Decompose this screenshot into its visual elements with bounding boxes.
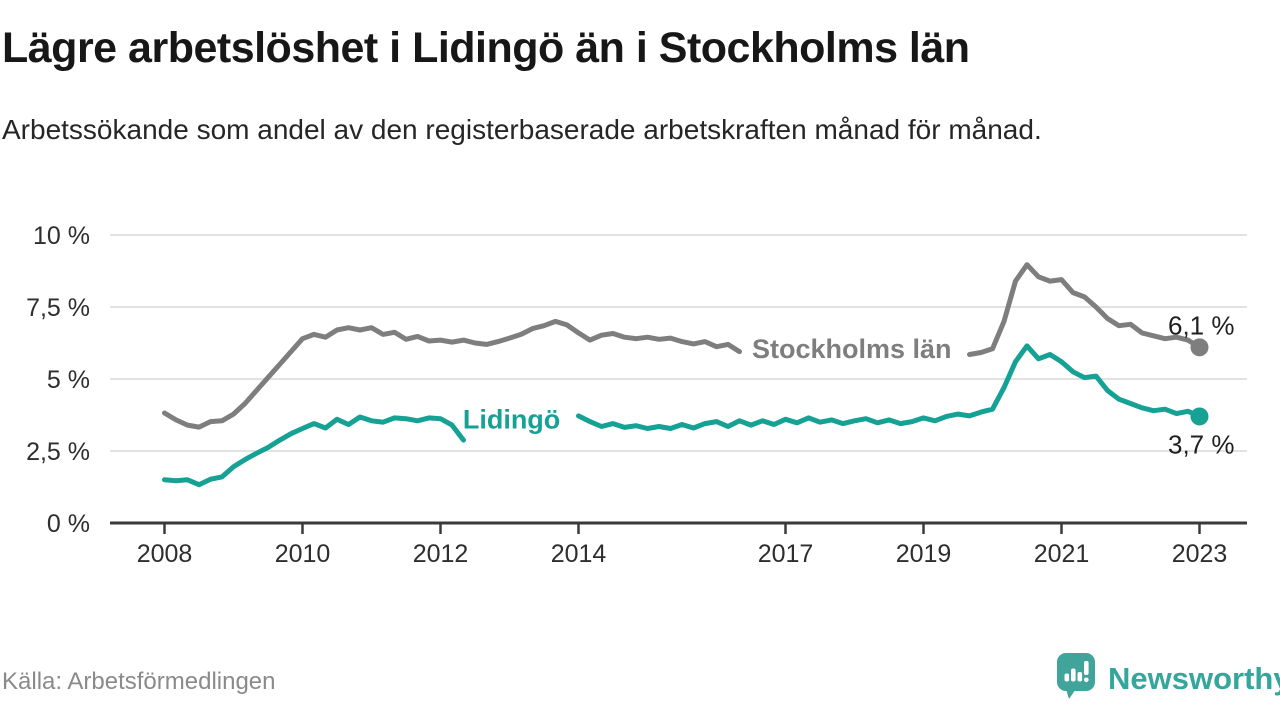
chart-subtitle: Arbetssökande som andel av den registerb… <box>2 114 1042 145</box>
page-title: Lägre arbetslöshet i Lidingö än i Stockh… <box>2 24 970 72</box>
x-axis-tick-label: 2012 <box>413 540 469 568</box>
series-line-lidingo <box>162 343 1202 488</box>
x-axis-tick-label: 2019 <box>896 540 952 568</box>
newsworthy-logo-icon <box>1057 653 1095 699</box>
x-axis-tick-label: 2021 <box>1034 540 1090 568</box>
series-end-dot-stockholms-lan <box>1190 338 1209 357</box>
y-axis-tick-label: 5 % <box>47 366 90 394</box>
series-line-stockholms-lan <box>162 262 1202 430</box>
x-axis-tick-label: 2017 <box>758 540 814 568</box>
series-label-lidingo: Lidingö <box>463 405 560 435</box>
series-label-stockholms-lan: Stockholms län <box>752 334 952 364</box>
newsworthy-logo: Newsworthy <box>1056 652 1280 700</box>
x-axis-tick-label: 2014 <box>551 540 607 568</box>
y-axis-tick-label: 7,5 % <box>26 294 90 322</box>
y-axis-tick-label: 10 % <box>33 222 90 250</box>
x-axis-tick-label: 2008 <box>137 540 193 568</box>
x-axis-tick-label: 2023 <box>1172 540 1228 568</box>
source-note: Källa: Arbetsförmedlingen <box>2 668 276 695</box>
series-end-dot-lidingo <box>1190 407 1209 426</box>
series-end-value-lidingo: 3,7 % <box>1168 429 1235 459</box>
newsworthy-logo-text: Newsworthy <box>1108 661 1280 696</box>
x-axis-tick-label: 2010 <box>275 540 331 568</box>
y-axis-tick-label: 0 % <box>47 510 90 538</box>
y-axis-tick-label: 2,5 % <box>26 438 90 466</box>
series-end-value-stockholms-lan: 6,1 % <box>1168 310 1235 340</box>
